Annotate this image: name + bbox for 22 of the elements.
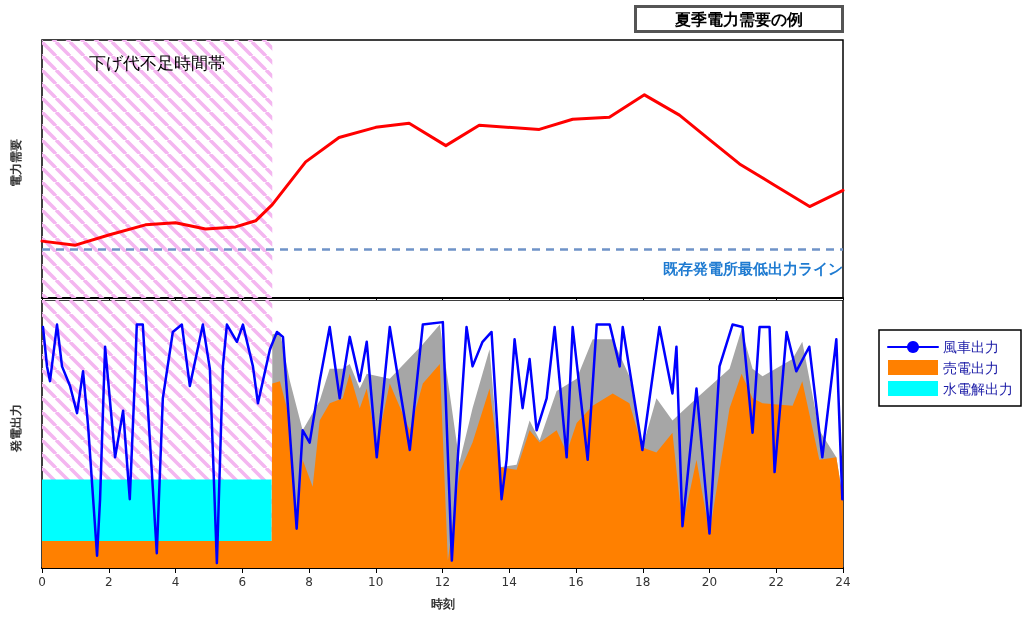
ref-line-label: 既存発電所最低出力ライン [663, 259, 843, 278]
x-tick-label: 8 [305, 575, 313, 589]
y-axis-title: 発電出力 [9, 404, 23, 453]
legend-label: 売電出力 [943, 359, 999, 376]
x-tick-label: 14 [501, 575, 517, 589]
x-tick-label: 20 [701, 575, 718, 589]
x-tick-label: 10 [368, 575, 384, 589]
x-axis-title: 時刻 [430, 597, 455, 611]
x-tick-label: 24 [835, 575, 851, 589]
x-tick-label: 2 [104, 575, 113, 589]
x-tick-label: 12 [434, 575, 451, 589]
x-tick-label: 16 [568, 575, 584, 589]
legend-label: 風車出力 [943, 339, 999, 355]
y-axis-title: 電力需要 [9, 139, 23, 187]
x-tick-label: 4 [171, 575, 180, 589]
chart-title: 夏季電力需要の例 [674, 9, 803, 29]
legend-label: 水電解出力 [943, 380, 1013, 397]
x-tick-label: 0 [38, 575, 46, 589]
x-tick-label: 22 [768, 575, 784, 589]
x-tick-label: 18 [635, 575, 651, 589]
x-tick-label: 6 [238, 575, 247, 589]
band-label: 下げ代不足時間帯 [89, 52, 226, 73]
